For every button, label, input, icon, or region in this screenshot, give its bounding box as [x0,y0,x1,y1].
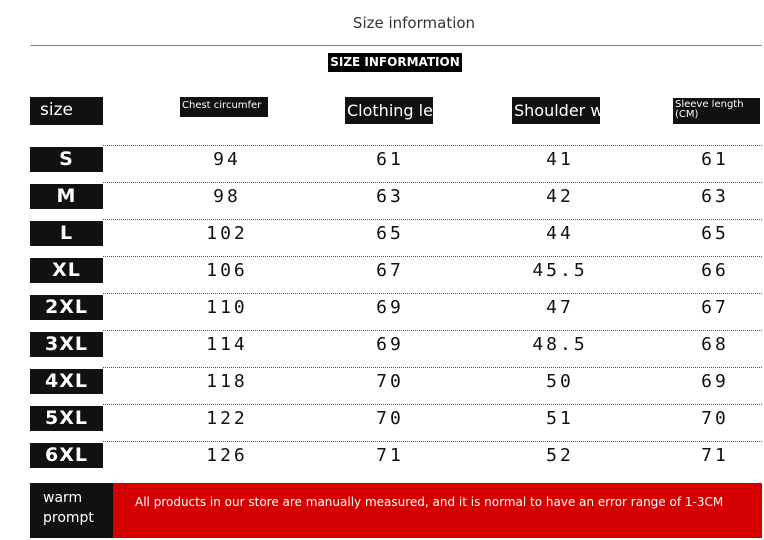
measurement: 102 [206,223,248,244]
divider [30,45,762,46]
row-separator [103,219,762,220]
measurement: 94 [213,149,241,170]
size-label: 2XL [30,295,103,320]
measurement: 61 [701,149,729,170]
measurement: 65 [376,223,404,244]
row-separator [103,404,762,405]
row-separator [103,293,762,294]
measurement: 63 [376,186,404,207]
measurement: 106 [206,260,248,281]
measurement: 67 [376,260,404,281]
size-label: L [30,221,103,246]
measurement: 45.5 [532,260,588,281]
measurement: 42 [546,186,574,207]
column-header: Chest circumfer [180,97,268,117]
measurement: 70 [376,408,404,429]
measurement: 70 [376,371,404,392]
column-header: Sleeve length (CM) [673,98,760,124]
measurement: 68 [701,334,729,355]
column-header: Clothing len [345,97,433,124]
size-label: 5XL [30,406,103,431]
size-label: S [30,147,103,172]
measurement: 61 [376,149,404,170]
size-label: 3XL [30,332,103,357]
row-separator [103,441,762,442]
measurement: 126 [206,445,248,466]
size-label: 6XL [30,443,103,468]
measurement: 48.5 [532,334,588,355]
size-label: M [30,184,103,209]
row-separator [103,182,762,183]
measurement: 71 [701,445,729,466]
measurement: 98 [213,186,241,207]
measurement: 67 [701,297,729,318]
row-separator [103,256,762,257]
column-header: size [30,97,103,125]
measurement: 52 [546,445,574,466]
measurement: 69 [701,371,729,392]
measurement: 122 [206,408,248,429]
measurement: 65 [701,223,729,244]
measurement: 70 [701,408,729,429]
measurement: 118 [206,371,248,392]
measurement: 110 [206,297,248,318]
measurement: 51 [546,408,574,429]
notice-label: warm prompt [30,483,113,538]
row-separator [103,145,762,146]
row-separator [103,330,762,331]
measurement: 69 [376,297,404,318]
badge: SIZE INFORMATION [328,53,462,72]
measurement: 114 [206,334,248,355]
measurement: 44 [546,223,574,244]
measurement: 63 [701,186,729,207]
measurement: 66 [701,260,729,281]
page-title: Size information [352,14,476,32]
column-header: Shoulder wi [512,97,600,124]
size-label: XL [30,258,103,283]
row-separator [103,367,762,368]
size-label: 4XL [30,369,103,394]
measurement: 50 [546,371,574,392]
measurement: 71 [376,445,404,466]
measurement: 47 [546,297,574,318]
measurement: 69 [376,334,404,355]
notice-text: All products in our store are manually m… [113,483,762,538]
measurement: 41 [546,149,574,170]
